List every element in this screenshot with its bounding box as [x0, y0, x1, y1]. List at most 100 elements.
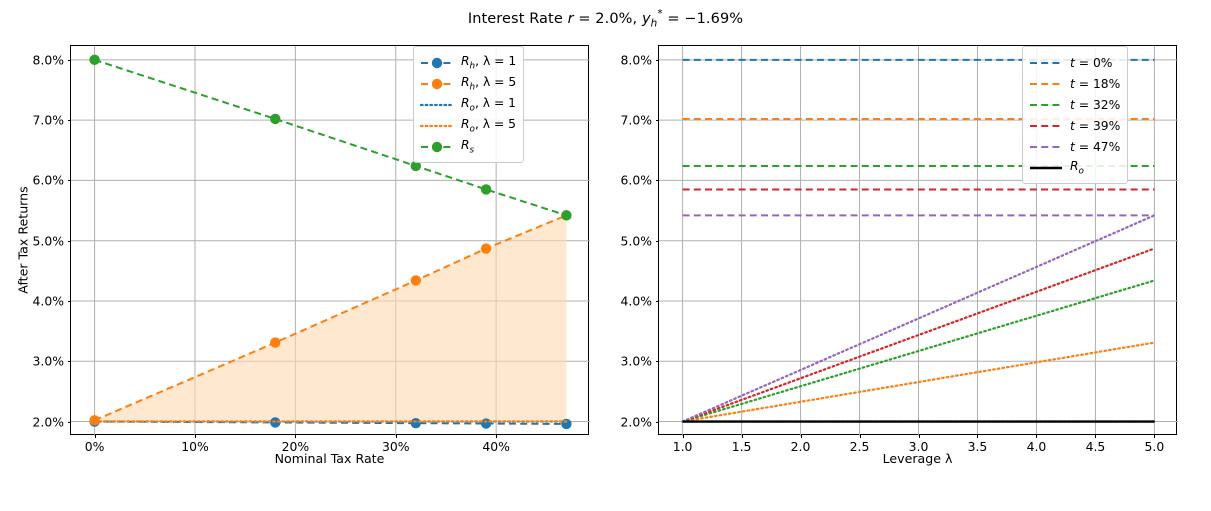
x-tick-mark [395, 434, 397, 438]
legend-entry[interactable]: t = 32% [1029, 94, 1120, 115]
x-tick-mark [682, 434, 684, 438]
title-y-symbol: y [641, 10, 651, 27]
y-tick-mark [655, 240, 659, 242]
legend-line-sample-icon [1029, 119, 1063, 133]
y-tick-label: 3.0% [32, 353, 64, 369]
title-y-value: = −1.69% [662, 10, 744, 27]
y-tick-mark [67, 421, 71, 423]
x-tick-label: 3.5 [967, 439, 988, 454]
y-tick-label: 5.0% [620, 233, 652, 249]
legend-line-sample-icon [420, 56, 454, 70]
y-tick-label: 8.0% [32, 52, 64, 68]
x-tick-label: 10% [181, 439, 209, 454]
legend-line-sample-icon [420, 77, 454, 91]
legend-entry-label: t = 32% [1070, 97, 1121, 112]
x-tick-mark [741, 434, 743, 438]
x-tick-label: 40% [482, 439, 510, 454]
y-tick-mark [67, 300, 71, 302]
legend-entry[interactable]: Rh, λ = 5 [420, 73, 516, 94]
y-tick-mark [67, 59, 71, 61]
legend-entry-label: t = 47% [1070, 139, 1121, 154]
y-tick-label: 2.0% [32, 414, 64, 430]
right-x-axis-label: Leverage λ [882, 451, 953, 466]
x-tick-mark [1036, 434, 1038, 438]
legend-entry[interactable]: t = 0% [1029, 52, 1120, 73]
legend-entry-label: Rh, λ = 5 [461, 74, 517, 93]
y-tick-mark [655, 361, 659, 363]
y-tick-mark [655, 421, 659, 423]
y-tick-mark [655, 120, 659, 122]
title-prefix: Interest Rate [467, 10, 568, 27]
left-legend: Rh, λ = 1 Rh, λ = 5 Ro, λ = 1 Ro, λ = 5 Rs [413, 46, 525, 163]
title-r-symbol: r [567, 10, 574, 27]
legend-entry-label: t = 18% [1070, 76, 1121, 91]
legend-line-sample-icon [420, 98, 454, 112]
x-tick-label: 4.0 [1026, 439, 1047, 454]
legend-entry-label: Rh, λ = 1 [461, 53, 517, 72]
y-tick-mark [655, 180, 659, 182]
x-tick-label: 2.0 [790, 439, 811, 454]
x-tick-mark [918, 434, 920, 438]
legend-entry[interactable]: t = 47% [1029, 136, 1120, 157]
y-tick-mark [655, 300, 659, 302]
x-tick-mark [295, 434, 297, 438]
title-y-subscript: h [650, 17, 658, 30]
y-tick-label: 7.0% [32, 112, 64, 128]
y-tick-mark [67, 120, 71, 122]
figure-title: Interest Rate r = 2.0%, yh* = −1.69% [0, 8, 1211, 30]
x-tick-mark [1154, 434, 1156, 438]
legend-entry[interactable]: t = 39% [1029, 115, 1120, 136]
x-tick-label: 1.0 [672, 439, 693, 454]
legend-entry[interactable]: Ro [1029, 157, 1120, 178]
y-tick-label: 6.0% [32, 172, 64, 188]
legend-entry[interactable]: Ro, λ = 1 [420, 94, 516, 115]
legend-line-sample-icon [1029, 140, 1063, 154]
y-tick-label: 4.0% [620, 293, 652, 309]
y-tick-label: 8.0% [620, 52, 652, 68]
left-x-axis-label: Nominal Tax Rate [274, 451, 385, 466]
x-tick-mark [977, 434, 979, 438]
title-y-superscript: * [657, 8, 663, 20]
legend-line-sample-icon [420, 140, 454, 154]
y-tick-mark [67, 240, 71, 242]
legend-line-sample-icon [1029, 77, 1063, 91]
x-tick-label: 3.0 [908, 439, 929, 454]
y-tick-mark [655, 59, 659, 61]
x-tick-mark [1095, 434, 1097, 438]
x-tick-label: 5.0 [1144, 439, 1165, 454]
y-tick-label: 2.0% [620, 414, 652, 430]
y-tick-label: 7.0% [620, 112, 652, 128]
legend-entry-label: Ro, λ = 5 [461, 116, 517, 135]
legend-entry[interactable]: Rh, λ = 1 [420, 52, 516, 73]
x-tick-mark [800, 434, 802, 438]
y-tick-mark [67, 361, 71, 363]
legend-entry[interactable]: Rs [420, 136, 516, 157]
legend-entry-label: Rs [461, 137, 475, 156]
legend-entry-label: t = 0% [1070, 55, 1113, 70]
y-tick-mark [67, 180, 71, 182]
legend-line-sample-icon [1029, 98, 1063, 112]
legend-line-sample-icon [1029, 56, 1063, 70]
legend-entry-label: Ro, λ = 1 [461, 95, 517, 114]
legend-entry-label: Ro [1070, 158, 1084, 177]
legend-entry[interactable]: Ro, λ = 5 [420, 115, 516, 136]
right-plot-axes: Leverage λ 2.0% 3.0% 4.0% 5.0% 6.0% 7.0% 8.0% 1… [621, 45, 1178, 466]
x-tick-mark [94, 434, 96, 438]
legend-entry[interactable]: t = 18% [1029, 73, 1120, 94]
right-legend: t = 0% t = 18% t = 32% t = 39% t = 47% Ro [1022, 46, 1129, 184]
title-r-value: = 2.0%, [573, 10, 642, 27]
x-tick-mark [194, 434, 196, 438]
y-tick-label: 5.0% [32, 233, 64, 249]
x-tick-label: 4.5 [1085, 439, 1106, 454]
x-tick-mark [496, 434, 498, 438]
x-tick-label: 2.5 [849, 439, 870, 454]
x-tick-label: 1.5 [731, 439, 752, 454]
x-tick-label: 30% [381, 439, 410, 454]
y-tick-label: 3.0% [620, 353, 652, 369]
y-tick-label: 4.0% [32, 293, 64, 309]
x-tick-label: 20% [281, 439, 310, 454]
x-tick-label: 0% [84, 439, 105, 454]
x-tick-mark [859, 434, 861, 438]
legend-line-sample-icon [420, 119, 454, 133]
legend-entry-label: t = 39% [1070, 118, 1121, 133]
